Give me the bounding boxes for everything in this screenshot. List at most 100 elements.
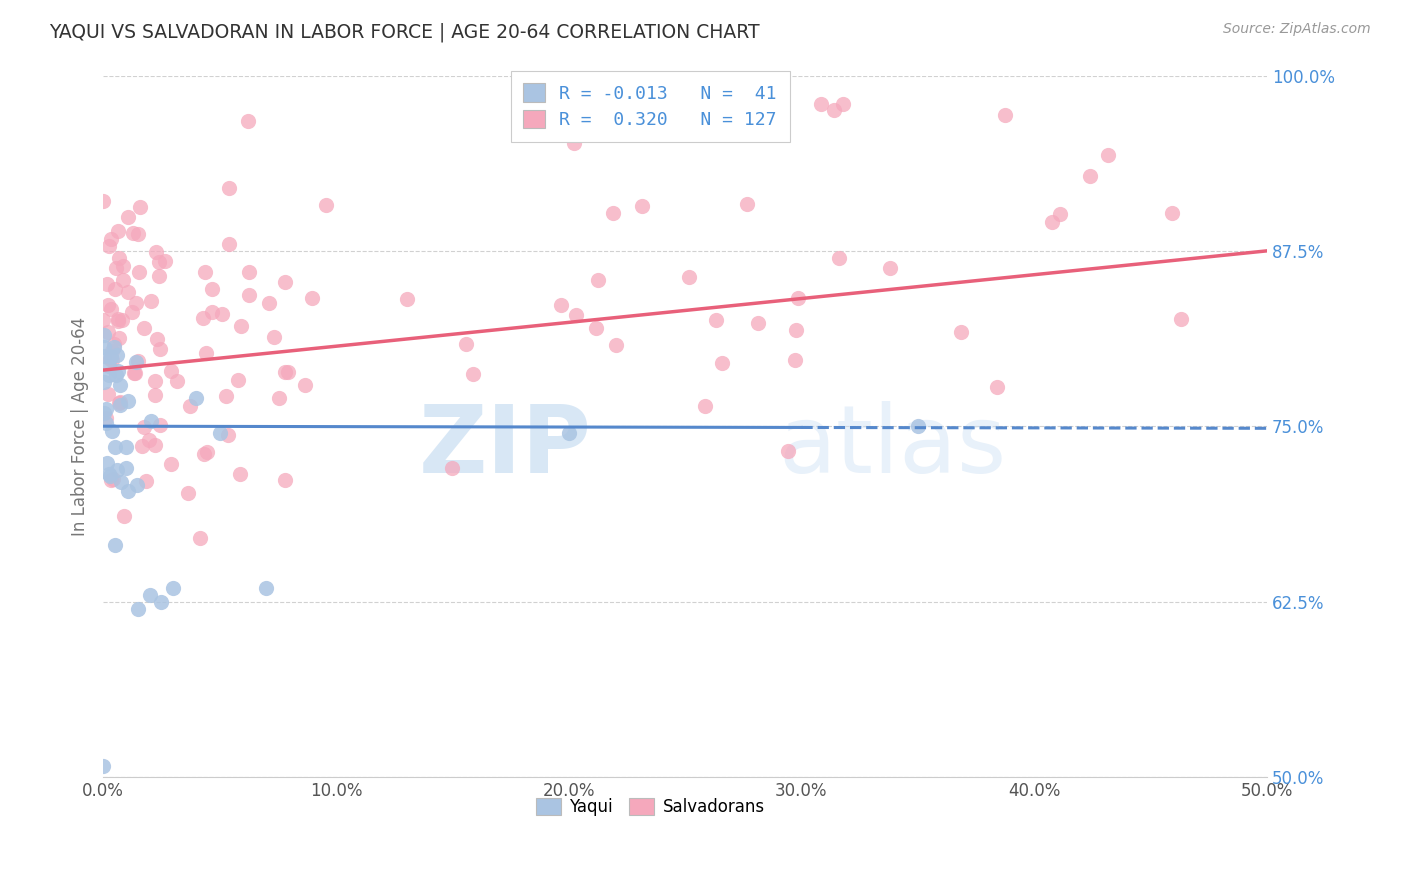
Point <box>737 197 759 211</box>
Point <box>103 340 125 354</box>
Text: ZIP: ZIP <box>419 401 592 493</box>
Point <box>98 351 121 366</box>
Point <box>127 227 149 241</box>
Point <box>201 304 224 318</box>
Point <box>104 440 127 454</box>
Point <box>107 251 129 265</box>
Point <box>907 419 929 434</box>
Point <box>94 401 117 416</box>
Point <box>107 312 129 326</box>
Point <box>294 377 316 392</box>
Point <box>145 244 167 259</box>
Point <box>783 352 806 367</box>
Point <box>93 327 115 342</box>
Point <box>104 538 127 552</box>
Point <box>585 321 607 335</box>
Point <box>274 275 297 289</box>
Point <box>166 374 188 388</box>
Point <box>263 330 285 344</box>
Point <box>111 313 134 327</box>
Point <box>273 365 295 379</box>
Point <box>211 307 233 321</box>
Point <box>195 444 218 458</box>
Point <box>832 96 855 111</box>
Point <box>139 294 162 309</box>
Point <box>149 342 172 356</box>
Point <box>879 260 901 275</box>
Point <box>456 337 478 351</box>
Point <box>562 136 585 150</box>
Point <box>97 298 120 312</box>
Point <box>630 199 652 213</box>
Point <box>236 114 259 128</box>
Point <box>461 367 484 381</box>
Point <box>176 485 198 500</box>
Point <box>301 291 323 305</box>
Point <box>986 380 1008 394</box>
Point <box>91 194 114 209</box>
Point <box>97 325 120 339</box>
Text: Source: ZipAtlas.com: Source: ZipAtlas.com <box>1223 22 1371 37</box>
Point <box>93 340 115 354</box>
Point <box>277 365 299 379</box>
Point <box>96 456 118 470</box>
Point <box>94 416 117 430</box>
Point <box>110 378 132 392</box>
Point <box>139 414 162 428</box>
Point <box>105 348 128 362</box>
Point <box>148 268 170 283</box>
Point <box>143 374 166 388</box>
Point <box>110 395 132 409</box>
Point <box>257 295 280 310</box>
Point <box>148 254 170 268</box>
Point <box>1078 169 1101 184</box>
Point <box>105 261 128 276</box>
Point <box>138 434 160 448</box>
Point <box>231 318 253 333</box>
Point <box>108 331 131 345</box>
Point <box>97 368 120 383</box>
Point <box>994 108 1017 122</box>
Point <box>193 447 215 461</box>
Point <box>274 473 297 487</box>
Point <box>557 426 579 441</box>
Point <box>238 288 260 302</box>
Point <box>159 364 181 378</box>
Point <box>810 96 832 111</box>
Point <box>91 758 114 772</box>
Point <box>127 601 149 615</box>
Point <box>96 277 118 291</box>
Point <box>112 508 135 523</box>
Point <box>145 332 167 346</box>
Point <box>127 478 149 492</box>
Point <box>704 313 727 327</box>
Point <box>100 302 122 317</box>
Point <box>105 368 128 383</box>
Point <box>138 587 160 601</box>
Point <box>105 462 128 476</box>
Point <box>218 236 240 251</box>
Point <box>1170 312 1192 326</box>
Point <box>710 356 733 370</box>
Point <box>143 388 166 402</box>
Point <box>747 316 769 330</box>
Point <box>823 103 845 118</box>
Point <box>160 457 183 471</box>
Point <box>269 392 291 406</box>
Point <box>440 461 463 475</box>
Point <box>395 292 418 306</box>
Point <box>134 474 156 488</box>
Point <box>91 312 114 326</box>
Point <box>115 440 138 454</box>
Point <box>186 391 208 405</box>
Point <box>98 239 121 253</box>
Point <box>98 469 121 483</box>
Point <box>787 291 810 305</box>
Point <box>785 323 807 337</box>
Point <box>93 350 115 364</box>
Point <box>153 254 176 268</box>
Point <box>97 359 120 373</box>
Text: YAQUI VS SALVADORAN IN LABOR FORCE | AGE 20-64 CORRELATION CHART: YAQUI VS SALVADORAN IN LABOR FORCE | AGE… <box>49 22 759 42</box>
Point <box>127 353 149 368</box>
Point <box>179 399 201 413</box>
